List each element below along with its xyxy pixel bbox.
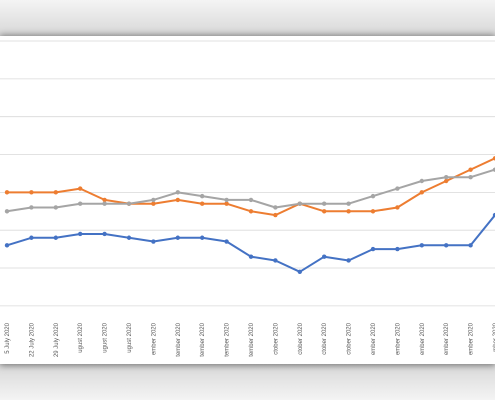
x-tick-label: ember 2020 [395, 322, 401, 355]
series-3-point [151, 197, 156, 203]
x-tick-label: ember 2020 [371, 322, 377, 355]
x-tick-label: ember 2020 [444, 322, 450, 355]
series-3-point [346, 201, 351, 206]
series-1-point [4, 243, 10, 248]
series-1-point [370, 246, 376, 252]
series-1-point [444, 243, 449, 248]
series-1-point [468, 243, 473, 248]
series-1-point [322, 254, 327, 259]
series-3-point [444, 175, 449, 180]
x-tick-label: tember 2020 [249, 322, 255, 356]
series-2-point [78, 186, 83, 191]
series-3-point [322, 201, 327, 206]
x-tick-label: ember 2020 [469, 322, 475, 355]
series-1-point [395, 246, 400, 252]
series-2-point [322, 209, 327, 214]
series-2-point [395, 205, 400, 210]
x-tick-label: ugust 2020 [78, 322, 84, 352]
series-1-point [492, 212, 495, 218]
line-chart: 5 July 2020 22 July 2020 29 July 2020 ugust… [0, 40, 495, 357]
x-tick-label: ctober 2020 [273, 322, 279, 354]
series-2-point [468, 167, 473, 172]
series-points [4, 156, 495, 275]
series-1-point [297, 269, 302, 275]
series-1-point [346, 258, 351, 263]
series-2-point [53, 190, 58, 195]
series-2-point [102, 197, 107, 203]
series-3-point [4, 209, 10, 214]
series-3-point [370, 193, 376, 199]
series-2-point [444, 178, 449, 184]
series-1-point [175, 235, 180, 240]
series-2-point [4, 190, 10, 195]
gridlines [0, 40, 495, 307]
series-2-point [492, 156, 495, 161]
series-1-point [224, 239, 229, 244]
x-tick-label: tember 2020 [200, 322, 206, 356]
series-1-point [126, 235, 132, 240]
x-tick-label: ctober 2020 [347, 322, 353, 354]
x-tick-label: ctober 2020 [322, 322, 328, 354]
series-3-point [297, 201, 302, 206]
x-tick-label: mber 2020 [493, 322, 495, 351]
series-2-point [200, 201, 205, 206]
x-tick-label: 29 July 2020 [54, 322, 60, 357]
x-tick-label: tember 2020 [176, 322, 182, 356]
series-2-point [175, 197, 180, 203]
background-band-top [0, 0, 495, 38]
series-3-point [248, 197, 254, 203]
series-1-point [273, 258, 278, 263]
series-1-point [29, 235, 34, 240]
series-1-point [248, 254, 254, 259]
series-3-point [102, 201, 107, 206]
series-3-point [29, 205, 34, 210]
series-1-point [102, 231, 107, 237]
x-tick-label: ugust 2020 [103, 322, 109, 352]
x-tick-label: 5 July 2020 [5, 322, 11, 353]
series-3-point [224, 197, 229, 203]
series-1-point [200, 235, 205, 240]
series-2-point [273, 212, 278, 218]
x-tick-label: tember 2020 [225, 322, 231, 356]
series-3-point [126, 201, 132, 206]
x-tick-label: ember 2020 [151, 322, 157, 355]
x-tick-label: ugust 2020 [127, 322, 133, 352]
background-band-bottom [0, 362, 495, 400]
series-3-point [419, 178, 424, 184]
series-2-point [29, 190, 34, 195]
series-1-point [419, 243, 424, 248]
series-3-point [395, 186, 400, 191]
chart-card: 5 July 2020 22 July 2020 29 July 2020 ugust… [0, 36, 495, 364]
series-3-point [468, 175, 473, 180]
series-3-point [273, 205, 278, 210]
x-tick-labels: 5 July 2020 22 July 2020 29 July 2020 ugust… [5, 322, 495, 357]
series-2-point [419, 190, 424, 195]
series-2-point [248, 209, 254, 214]
series-1-point [53, 235, 58, 240]
series-2-point [370, 209, 376, 214]
series-3-point [175, 190, 180, 195]
x-tick-label: ctober 2020 [298, 322, 304, 354]
series-3-point [492, 167, 495, 172]
series-2-point [224, 201, 229, 206]
series-1-point [78, 231, 83, 237]
series-2-point [346, 209, 351, 214]
x-tick-label: 22 July 2020 [29, 322, 35, 357]
series-3-point [200, 193, 205, 199]
series-2-point [151, 201, 156, 206]
series-3-point [78, 201, 83, 206]
x-tick-label: ember 2020 [420, 322, 426, 355]
series-1-point [151, 239, 156, 244]
series-3-point [53, 205, 58, 210]
